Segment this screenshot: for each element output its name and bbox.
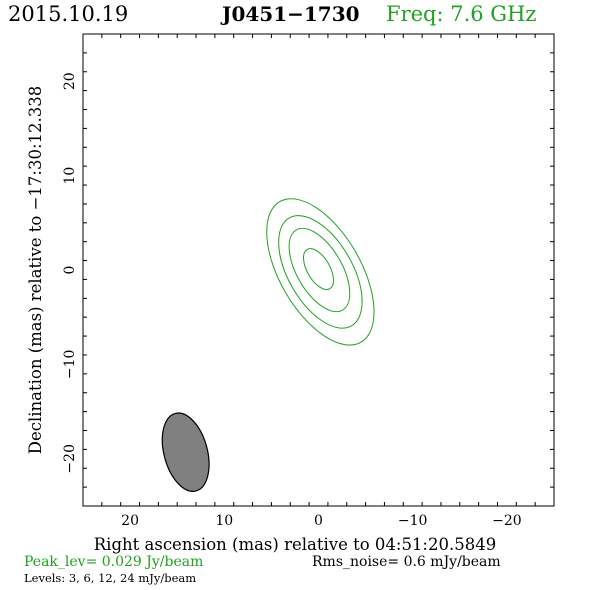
contour-lines: [266, 198, 375, 346]
x-tick-label: −20: [492, 513, 522, 529]
x-tick-label: 20: [121, 513, 139, 529]
contour-level-24: [303, 248, 334, 290]
contour-level-6: [278, 215, 363, 329]
beam-ellipse-group: [161, 412, 210, 492]
x-tick-label: 0: [314, 513, 323, 529]
x-axis-label: Right ascension (mas) relative to 04:51:…: [94, 535, 496, 554]
y-tick-label: −10: [62, 350, 78, 380]
y-tick-label: −20: [62, 444, 78, 474]
x-tick-label: −10: [398, 513, 428, 529]
y-tick-label: 20: [62, 72, 78, 90]
y-axis-label: Declination (mas) relative to −17:30:12.…: [26, 86, 45, 455]
x-tick-label: 10: [215, 513, 233, 529]
y-tick-label: 0: [62, 266, 78, 275]
y-tick-labels: 20 10 0 −10 −20: [62, 72, 78, 473]
contour-level-3: [266, 198, 375, 346]
rms-noise: Rms_noise= 0.6 mJy/beam: [312, 554, 501, 570]
observation-date: 2015.10.19: [8, 2, 129, 26]
plot-frame: [82, 33, 555, 507]
contour-level-12: [288, 227, 351, 313]
frequency-label: Freq: 7.6 GHz: [386, 2, 537, 26]
source-name: J0451−1730: [222, 2, 360, 26]
contour-levels: Levels: 3, 6, 12, 24 mJy/beam: [24, 571, 197, 585]
peak-level: Peak_lev= 0.029 Jy/beam: [24, 554, 204, 570]
y-tick-label: 10: [62, 167, 78, 185]
beam-ellipse: [161, 412, 210, 492]
axis-ticks: [82, 33, 555, 507]
x-tick-labels: 20 10 0 −10 −20: [121, 513, 521, 529]
